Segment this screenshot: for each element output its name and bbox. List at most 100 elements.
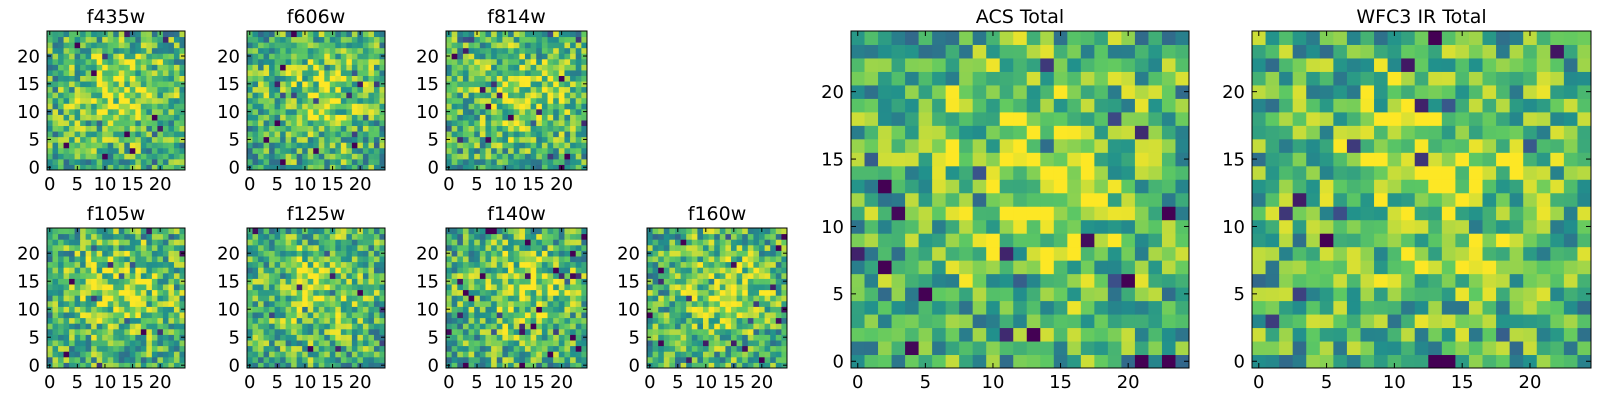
heatmap-cell xyxy=(379,317,386,324)
heatmap-cell xyxy=(541,164,549,171)
panel-title: f814w xyxy=(487,6,546,28)
heatmap-cell xyxy=(564,158,571,165)
heatmap-cell xyxy=(173,356,180,363)
heatmap-cell xyxy=(519,125,526,132)
heatmap-cell xyxy=(736,289,743,296)
heatmap-cell xyxy=(335,125,342,132)
heatmap-cell xyxy=(530,97,537,104)
heatmap-cell xyxy=(864,354,879,369)
heatmap-cell xyxy=(485,267,492,274)
heatmap-cell xyxy=(69,239,76,246)
heatmap-cell xyxy=(362,47,369,54)
heatmap-cell xyxy=(905,206,920,221)
heatmap-cell xyxy=(474,300,481,307)
heatmap-cell xyxy=(1107,327,1122,342)
heatmap-cell xyxy=(74,158,81,165)
heatmap-cell xyxy=(351,53,358,60)
heatmap-cell xyxy=(564,356,571,363)
heatmap-cell xyxy=(558,147,565,154)
heatmap-cell xyxy=(291,81,298,88)
heatmap-cell xyxy=(457,312,464,319)
heatmap-cell xyxy=(263,47,270,54)
heatmap-cell xyxy=(1148,192,1163,207)
heatmap-cell xyxy=(107,53,114,60)
heatmap-cell xyxy=(753,244,760,251)
heatmap-cell xyxy=(541,158,549,165)
heatmap-cell xyxy=(536,92,543,99)
heatmap-cell xyxy=(368,75,375,82)
heatmap-cell xyxy=(124,158,131,165)
heatmap-cell xyxy=(91,356,98,363)
heatmap-cell xyxy=(329,278,336,285)
heatmap-cell xyxy=(107,81,114,88)
heatmap-cell xyxy=(340,164,347,171)
heatmap-cell xyxy=(252,239,259,246)
heatmap-cell xyxy=(135,119,142,127)
heatmap-cell xyxy=(764,228,771,235)
heatmap-cell xyxy=(558,75,565,82)
heatmap-cell xyxy=(541,250,549,257)
heatmap-cell xyxy=(553,125,560,132)
heatmap-cell xyxy=(85,317,92,324)
heatmap-cell xyxy=(368,340,375,347)
heatmap-cell xyxy=(47,75,54,82)
heatmap-cell xyxy=(307,256,314,263)
heatmap-cell xyxy=(502,295,509,302)
heatmap-cell xyxy=(351,81,358,88)
heatmap-cell xyxy=(280,256,287,263)
heatmap-cell xyxy=(468,97,475,104)
heatmap-cell xyxy=(959,341,974,356)
heatmap-cell xyxy=(519,228,526,235)
heatmap-cell xyxy=(113,356,120,363)
heatmap-cell xyxy=(462,295,470,302)
heatmap-cell xyxy=(157,53,164,60)
heatmap-cell xyxy=(781,284,788,291)
heatmap-cell xyxy=(74,317,81,324)
heatmap-cell xyxy=(945,206,960,221)
heatmap-cell xyxy=(736,328,743,335)
heatmap-cell xyxy=(781,289,788,296)
heatmap-cell xyxy=(708,323,715,330)
heatmap-cell xyxy=(346,92,353,99)
heatmap-cell xyxy=(575,119,582,127)
y-tick-label: 5 xyxy=(29,130,40,151)
heatmap-cell xyxy=(999,341,1014,356)
heatmap-cell xyxy=(113,69,120,76)
heatmap-cell xyxy=(905,341,920,356)
heatmap-cell xyxy=(140,108,147,115)
heatmap-cell xyxy=(725,362,732,369)
heatmap-cell xyxy=(1026,192,1041,207)
heatmap-cell xyxy=(280,362,287,369)
heatmap-cell xyxy=(575,164,582,171)
heatmap-cell xyxy=(146,86,153,93)
heatmap-cell xyxy=(485,334,492,341)
heatmap-cell xyxy=(85,81,92,88)
heatmap-cell xyxy=(508,53,515,60)
heatmap-cell xyxy=(468,272,475,279)
heatmap-cell xyxy=(564,278,571,285)
heatmap-cell xyxy=(553,345,560,352)
heatmap-cell xyxy=(502,108,509,115)
heatmap-cell xyxy=(731,289,738,296)
heatmap-cell xyxy=(462,233,470,240)
heatmap-cell xyxy=(102,36,109,43)
heatmap-cell xyxy=(1175,260,1190,275)
heatmap-cell xyxy=(146,97,153,104)
heatmap-cell xyxy=(373,136,380,143)
heatmap-cell xyxy=(669,323,676,330)
heatmap-cell xyxy=(508,42,515,49)
heatmap-cell xyxy=(247,114,254,121)
heatmap-cell xyxy=(124,300,131,307)
heatmap-cell xyxy=(1148,314,1163,329)
heatmap-cell xyxy=(1148,287,1163,302)
heatmap-cell xyxy=(52,75,59,82)
heatmap-cell xyxy=(680,328,687,335)
heatmap-cell xyxy=(129,317,136,324)
heatmap-cell xyxy=(686,228,693,235)
heatmap-cell xyxy=(140,356,147,363)
heatmap-cell xyxy=(932,273,947,288)
panel-title: f105w xyxy=(87,203,146,225)
heatmap-cell xyxy=(324,284,331,291)
heatmap-cell xyxy=(335,306,342,313)
